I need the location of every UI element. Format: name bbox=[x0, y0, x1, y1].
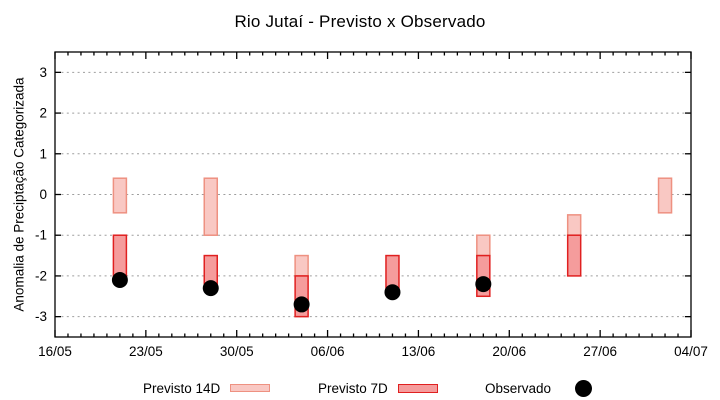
legend-label-previsto-7d: Previsto 7D bbox=[318, 380, 388, 396]
x-tick-label: 30/05 bbox=[220, 344, 254, 359]
x-tick-label: 23/05 bbox=[129, 344, 163, 359]
x-tick-label: 06/06 bbox=[311, 344, 345, 359]
observado-dot bbox=[202, 280, 219, 297]
legend-item-previsto-14d: Previsto 14D bbox=[143, 378, 271, 398]
x-tick-label: 27/06 bbox=[583, 344, 617, 359]
observado-dot bbox=[111, 272, 128, 288]
previsto-7d-swatch bbox=[397, 383, 438, 393]
chart-title: Rio Jutaí - Previsto x Observado bbox=[234, 12, 486, 31]
bar-previsto-14d bbox=[203, 177, 219, 236]
bar-previsto-14d bbox=[476, 234, 491, 257]
x-tick-label: 04/07 bbox=[674, 344, 708, 359]
legend-label-observado: Observado bbox=[485, 380, 552, 396]
observado-dot bbox=[384, 284, 401, 301]
x-tick-label: 13/06 bbox=[402, 344, 436, 359]
legend-item-observado: Observado bbox=[485, 378, 593, 398]
y-tick-label: -2 bbox=[35, 268, 47, 283]
y-tick-label: 0 bbox=[39, 187, 47, 202]
bar-previsto-14d bbox=[294, 254, 309, 277]
plot-frame bbox=[54, 51, 692, 338]
observado-swatch-dot bbox=[575, 379, 593, 397]
bar-previsto-7d bbox=[385, 254, 400, 289]
bar-previsto-7d bbox=[566, 234, 582, 277]
y-tick-label: 2 bbox=[39, 106, 47, 121]
y-tick-label: 1 bbox=[39, 146, 47, 161]
observado-dot bbox=[293, 296, 310, 313]
x-tick-label: 16/05 bbox=[38, 344, 72, 359]
previsto-14d-swatch bbox=[230, 384, 271, 392]
bar-previsto-14d bbox=[112, 177, 128, 214]
bar-previsto-14d bbox=[566, 214, 582, 236]
x-tick-label: 20/06 bbox=[492, 344, 526, 359]
legend-label-previsto-14d: Previsto 14D bbox=[143, 380, 221, 396]
y-tick-label: -3 bbox=[35, 309, 47, 324]
observado-dot bbox=[475, 276, 492, 293]
legend-item-previsto-7d: Previsto 7D bbox=[318, 378, 438, 398]
bar-previsto-14d bbox=[657, 177, 673, 214]
y-tick-label: -1 bbox=[35, 228, 47, 243]
y-tick-label: 3 bbox=[39, 65, 47, 80]
bar-previsto-7d bbox=[112, 234, 128, 277]
